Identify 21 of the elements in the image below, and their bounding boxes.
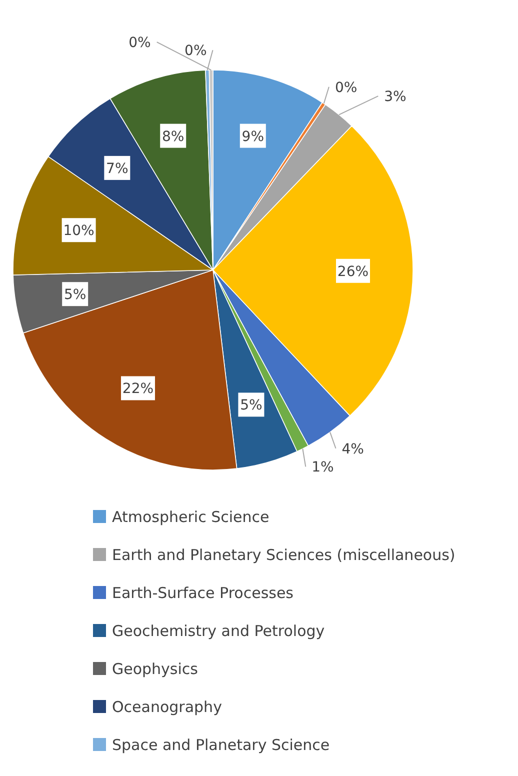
legend-label: Earth and Planetary Sciences (miscellaneous): [112, 546, 456, 564]
data-label: 4%: [342, 441, 364, 458]
legend-label: Space and Planetary Science: [112, 736, 330, 754]
legend-label: Atmospheric Science: [112, 508, 270, 526]
data-label: 0%: [128, 35, 151, 52]
data-label: 10%: [63, 223, 94, 240]
legend-label: Geochemistry and Petrology: [112, 622, 325, 640]
data-label: 1%: [312, 460, 334, 476]
data-label: 0%: [184, 43, 207, 60]
data-label: 3%: [384, 89, 406, 106]
legend-label: Oceanography: [112, 698, 222, 716]
data-label: 0%: [334, 80, 358, 96]
data-label: 9%: [242, 128, 264, 145]
data-label: 22%: [122, 381, 154, 398]
data-label: 5%: [64, 287, 86, 304]
data-label: 7%: [106, 160, 128, 177]
legend-label: Earth-Surface Processes: [112, 584, 294, 602]
legend-label: Geophysics: [112, 660, 198, 678]
data-label: 5%: [240, 398, 262, 414]
data-label: 8%: [162, 128, 184, 145]
data-label: 26%: [337, 264, 369, 280]
